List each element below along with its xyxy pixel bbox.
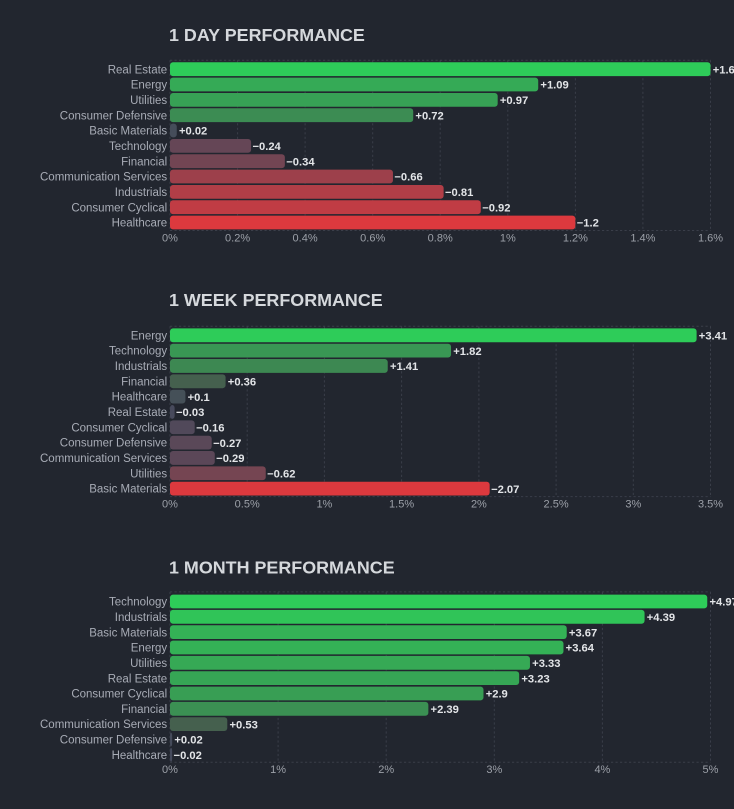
svg-text:0%: 0% xyxy=(162,232,178,244)
svg-text:Technology: Technology xyxy=(109,597,167,609)
svg-text:0.8%: 0.8% xyxy=(428,232,453,244)
svg-text:Healthcare: Healthcare xyxy=(112,750,168,762)
svg-text:Utilities: Utilities xyxy=(130,658,167,670)
svg-text:2%: 2% xyxy=(471,498,487,510)
svg-text:Basic Materials: Basic Materials xyxy=(89,126,167,138)
svg-text:Consumer Defensive: Consumer Defensive xyxy=(60,110,167,122)
svg-text:Financial: Financial xyxy=(121,156,167,168)
svg-text:Financial: Financial xyxy=(121,376,167,388)
svg-text:Real Estate: Real Estate xyxy=(108,673,167,685)
svg-text:−0.16: −0.16 xyxy=(196,422,224,434)
svg-text:1.5%: 1.5% xyxy=(389,498,414,510)
svg-text:0%: 0% xyxy=(162,498,178,510)
svg-text:−0.27: −0.27 xyxy=(213,438,241,450)
svg-text:1 WEEK PERFORMANCE: 1 WEEK PERFORMANCE xyxy=(169,290,383,310)
svg-text:−2.07: −2.07 xyxy=(491,484,519,496)
svg-text:Energy: Energy xyxy=(131,330,168,342)
svg-text:+3.23: +3.23 xyxy=(521,673,549,685)
svg-text:1.2%: 1.2% xyxy=(563,232,588,244)
svg-text:5%: 5% xyxy=(703,764,719,776)
svg-text:+0.02: +0.02 xyxy=(174,735,202,747)
svg-text:1%: 1% xyxy=(270,764,286,776)
svg-text:0.4%: 0.4% xyxy=(293,232,318,244)
svg-text:Industrials: Industrials xyxy=(115,187,168,199)
svg-text:+2.9: +2.9 xyxy=(486,689,508,701)
svg-text:Healthcare: Healthcare xyxy=(112,218,168,230)
svg-text:+2.39: +2.39 xyxy=(431,704,459,716)
svg-text:+0.02: +0.02 xyxy=(179,126,207,138)
svg-text:+0.97: +0.97 xyxy=(500,95,528,107)
svg-text:+1.41: +1.41 xyxy=(390,361,418,373)
svg-text:+0.1: +0.1 xyxy=(188,392,210,404)
svg-text:2%: 2% xyxy=(378,764,394,776)
svg-text:1 MONTH PERFORMANCE: 1 MONTH PERFORMANCE xyxy=(169,558,395,578)
svg-text:3.5%: 3.5% xyxy=(698,498,723,510)
svg-text:+0.36: +0.36 xyxy=(228,376,256,388)
svg-text:0.6%: 0.6% xyxy=(360,232,385,244)
svg-text:−0.66: −0.66 xyxy=(394,172,422,184)
svg-text:Consumer Cyclical: Consumer Cyclical xyxy=(71,422,167,434)
svg-text:Communication Services: Communication Services xyxy=(40,453,167,465)
svg-text:Utilities: Utilities xyxy=(130,95,167,107)
svg-text:−0.02: −0.02 xyxy=(174,750,202,762)
svg-text:Communication Services: Communication Services xyxy=(40,719,167,731)
svg-text:Communication Services: Communication Services xyxy=(40,172,167,184)
svg-text:+1.09: +1.09 xyxy=(540,80,568,92)
svg-text:−0.81: −0.81 xyxy=(445,187,473,199)
svg-text:Technology: Technology xyxy=(109,346,167,358)
svg-text:+1.82: +1.82 xyxy=(453,346,481,358)
svg-text:3%: 3% xyxy=(486,764,502,776)
svg-text:+0.53: +0.53 xyxy=(229,719,257,731)
svg-text:1%: 1% xyxy=(500,232,516,244)
svg-text:−0.24: −0.24 xyxy=(252,141,281,153)
svg-text:Consumer Cyclical: Consumer Cyclical xyxy=(71,689,167,701)
svg-text:Technology: Technology xyxy=(109,141,167,153)
svg-text:+3.67: +3.67 xyxy=(569,627,597,639)
svg-text:1.4%: 1.4% xyxy=(630,232,655,244)
svg-text:+4.39: +4.39 xyxy=(647,612,675,624)
svg-text:−1.2: −1.2 xyxy=(577,218,599,230)
svg-text:+1.6: +1.6 xyxy=(713,64,734,76)
svg-text:−0.34: −0.34 xyxy=(286,156,315,168)
svg-text:Consumer Defensive: Consumer Defensive xyxy=(60,438,167,450)
svg-text:Healthcare: Healthcare xyxy=(112,392,168,404)
svg-text:0.2%: 0.2% xyxy=(225,232,250,244)
svg-text:Real Estate: Real Estate xyxy=(108,64,167,76)
svg-text:−0.03: −0.03 xyxy=(176,407,204,419)
svg-text:+3.33: +3.33 xyxy=(532,658,560,670)
svg-text:Utilities: Utilities xyxy=(130,468,167,480)
svg-text:+3.64: +3.64 xyxy=(566,643,595,655)
svg-text:Industrials: Industrials xyxy=(115,612,168,624)
svg-text:−0.62: −0.62 xyxy=(267,468,295,480)
svg-text:Consumer Defensive: Consumer Defensive xyxy=(60,735,167,747)
svg-text:Consumer Cyclical: Consumer Cyclical xyxy=(71,202,167,214)
svg-text:+4.97: +4.97 xyxy=(709,597,734,609)
svg-text:1 DAY PERFORMANCE: 1 DAY PERFORMANCE xyxy=(169,25,365,45)
svg-text:Energy: Energy xyxy=(131,80,168,92)
svg-text:2.5%: 2.5% xyxy=(544,498,569,510)
svg-text:Energy: Energy xyxy=(131,643,168,655)
svg-text:0.5%: 0.5% xyxy=(235,498,260,510)
svg-text:Basic Materials: Basic Materials xyxy=(89,484,167,496)
svg-text:Real Estate: Real Estate xyxy=(108,407,167,419)
svg-text:1.6%: 1.6% xyxy=(698,232,723,244)
svg-text:+0.72: +0.72 xyxy=(415,110,443,122)
svg-text:−0.29: −0.29 xyxy=(216,453,244,465)
svg-text:4%: 4% xyxy=(594,764,610,776)
svg-text:−0.92: −0.92 xyxy=(482,202,510,214)
svg-text:+3.41: +3.41 xyxy=(699,331,727,343)
svg-text:1%: 1% xyxy=(316,498,332,510)
svg-text:Industrials: Industrials xyxy=(115,361,168,373)
svg-text:3%: 3% xyxy=(625,498,641,510)
svg-text:Basic Materials: Basic Materials xyxy=(89,627,167,639)
svg-text:0%: 0% xyxy=(162,764,178,776)
svg-text:Financial: Financial xyxy=(121,704,167,716)
